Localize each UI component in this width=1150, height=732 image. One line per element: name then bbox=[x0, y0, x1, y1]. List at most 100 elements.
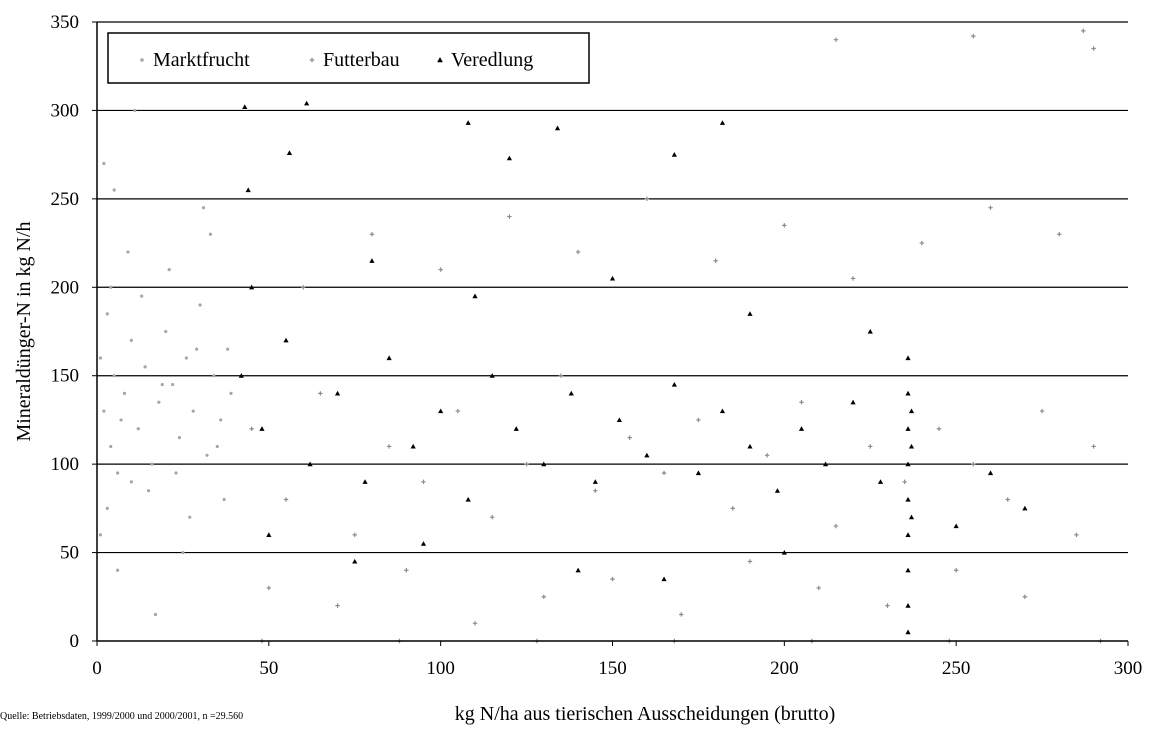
point-veredlung-26 bbox=[905, 532, 911, 537]
point-veredlung-45 bbox=[506, 155, 512, 161]
point-veredlung-3 bbox=[307, 461, 313, 467]
series-veredlung bbox=[238, 100, 1028, 635]
y-tick-label-100: 100 bbox=[51, 454, 80, 475]
y-tick-label-250: 250 bbox=[51, 189, 80, 210]
point-futterbau-9 bbox=[558, 373, 564, 378]
y-tick-label-300: 300 bbox=[51, 100, 80, 121]
point-veredlung-21 bbox=[774, 488, 781, 493]
point-marktfrucht-3 bbox=[109, 444, 113, 449]
point-marktfrucht-22 bbox=[98, 533, 103, 537]
point-veredlung-51 bbox=[661, 576, 667, 582]
point-futterbau-53 bbox=[1091, 46, 1096, 51]
point-veredlung-61 bbox=[867, 328, 873, 334]
legend: Marktfrucht Futterbau Veredlung bbox=[107, 32, 590, 84]
x-tick-label-100: 100 bbox=[426, 658, 455, 679]
legend-marker-futterbau bbox=[309, 57, 315, 63]
point-marktfrucht-6 bbox=[122, 391, 127, 395]
point-veredlung-55 bbox=[1022, 505, 1028, 511]
y-tick-label-0: 0 bbox=[70, 631, 80, 652]
point-veredlung-19 bbox=[719, 408, 726, 414]
point-marktfrucht-2 bbox=[105, 312, 109, 316]
point-veredlung-4 bbox=[334, 390, 341, 396]
point-veredlung-58 bbox=[472, 293, 478, 299]
point-veredlung-1 bbox=[259, 426, 265, 431]
point-marktfrucht-18 bbox=[205, 453, 209, 457]
point-marktfrucht-32 bbox=[133, 108, 137, 113]
point-veredlung-50 bbox=[575, 567, 581, 573]
series-marktfrucht bbox=[98, 108, 233, 617]
x-tick-label-300: 300 bbox=[1114, 658, 1143, 679]
point-marktfrucht-8 bbox=[136, 427, 140, 431]
point-veredlung-30 bbox=[905, 390, 911, 396]
point-veredlung-8 bbox=[438, 408, 444, 414]
point-veredlung-10 bbox=[489, 373, 495, 378]
x-tick-label-50: 50 bbox=[259, 658, 278, 679]
point-veredlung-33 bbox=[908, 443, 915, 449]
source-note: Quelle: Betriebsdaten, 1999/2000 und 200… bbox=[0, 711, 244, 722]
point-futterbau-3 bbox=[352, 532, 357, 538]
point-veredlung-6 bbox=[386, 355, 392, 361]
point-marktfrucht-31 bbox=[112, 188, 116, 192]
legend-marker-veredlung bbox=[437, 57, 443, 63]
point-marktfrucht-7 bbox=[129, 338, 133, 342]
point-futterbau-8 bbox=[524, 461, 529, 467]
point-futterbau-35 bbox=[885, 603, 890, 608]
point-marktfrucht-19 bbox=[212, 374, 216, 378]
x-tick-label-200: 200 bbox=[770, 658, 799, 679]
point-veredlung-49 bbox=[420, 541, 427, 546]
point-futterbau-16 bbox=[799, 400, 804, 405]
y-tick-label-50: 50 bbox=[60, 543, 79, 564]
point-marktfrucht-33 bbox=[153, 612, 158, 617]
point-marktfrucht-20 bbox=[219, 418, 223, 422]
point-marktfrucht-36 bbox=[222, 497, 226, 502]
point-marktfrucht-26 bbox=[146, 489, 151, 493]
point-futterbau-52 bbox=[1081, 28, 1086, 34]
point-veredlung-53 bbox=[953, 523, 959, 529]
point-veredlung-59 bbox=[609, 275, 616, 281]
point-futterbau-12 bbox=[661, 470, 667, 476]
point-veredlung-31 bbox=[905, 355, 911, 361]
point-futterbau-23 bbox=[1039, 408, 1045, 414]
point-veredlung-22 bbox=[798, 426, 805, 431]
point-veredlung-23 bbox=[822, 461, 829, 467]
point-veredlung-13 bbox=[568, 390, 574, 396]
point-veredlung-9 bbox=[465, 496, 471, 502]
point-futterbau-5 bbox=[421, 479, 426, 485]
y-axis-title: Mineraldünger-N in kg N/h bbox=[13, 221, 35, 441]
point-marktfrucht-37 bbox=[140, 294, 144, 298]
point-futterbau-48 bbox=[988, 205, 993, 210]
point-veredlung-12 bbox=[541, 461, 547, 467]
point-futterbau-18 bbox=[868, 444, 873, 449]
y-tick-label-350: 350 bbox=[51, 12, 80, 33]
point-marktfrucht-23 bbox=[105, 506, 109, 510]
y-tick-labels: 0 50 100 150 200 250 300 350 bbox=[51, 12, 97, 652]
point-marktfrucht-39 bbox=[160, 382, 164, 387]
x-tick-labels: 0 50 100 150 200 250 300 bbox=[92, 641, 1142, 679]
legend-box bbox=[107, 32, 590, 84]
point-futterbau-47 bbox=[919, 240, 924, 246]
point-futterbau-11 bbox=[627, 435, 632, 440]
point-veredlung-11 bbox=[513, 426, 519, 431]
point-veredlung-17 bbox=[671, 381, 677, 387]
data-points bbox=[98, 28, 1103, 644]
point-veredlung-52 bbox=[781, 549, 787, 555]
point-futterbau-31 bbox=[610, 576, 615, 582]
point-marktfrucht-0 bbox=[98, 356, 103, 360]
point-veredlung-36 bbox=[905, 603, 911, 608]
point-veredlung-39 bbox=[304, 100, 310, 106]
point-marktfrucht-25 bbox=[126, 250, 130, 254]
point-marktfrucht-9 bbox=[143, 365, 147, 369]
point-veredlung-37 bbox=[905, 629, 911, 635]
point-marktfrucht-30 bbox=[102, 161, 106, 166]
point-futterbau-45 bbox=[782, 223, 787, 228]
point-marktfrucht-24 bbox=[116, 568, 120, 572]
point-veredlung-29 bbox=[905, 426, 911, 431]
point-futterbau-7 bbox=[490, 515, 495, 520]
point-marktfrucht-27 bbox=[167, 268, 171, 272]
point-futterbau-25 bbox=[1091, 444, 1096, 449]
point-veredlung-15 bbox=[616, 417, 622, 423]
point-futterbau-41 bbox=[507, 214, 512, 219]
point-futterbau-19 bbox=[902, 479, 907, 485]
point-futterbau-13 bbox=[696, 417, 701, 423]
